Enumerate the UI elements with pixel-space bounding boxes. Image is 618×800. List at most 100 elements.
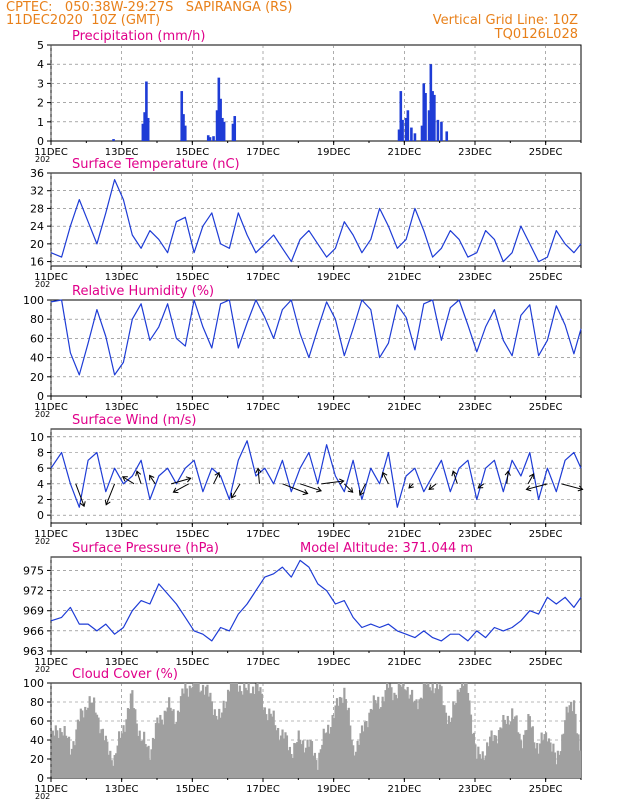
cloud-bar: [293, 742, 296, 778]
panel-title: Cloud Cover (%): [72, 667, 178, 682]
panel-title: Surface Wind (m/s): [72, 413, 196, 428]
cloud-bar: [374, 700, 377, 778]
wind-vector: [173, 483, 190, 493]
cloud-bar: [240, 691, 243, 778]
cloud-bar: [565, 706, 568, 778]
cloud-bar: [287, 750, 290, 778]
cloud-bar: [462, 685, 465, 778]
cloud-bar: [440, 686, 443, 778]
cloud-bar: [491, 741, 495, 778]
cloud-bar: [275, 730, 278, 778]
cloud-bar: [191, 686, 194, 778]
precip-bar: [404, 117, 408, 141]
cloud-bar: [322, 728, 325, 778]
x-tick-label: 17DEC: [246, 147, 280, 158]
wind-arrow-head: [381, 471, 388, 478]
precip-bar: [231, 123, 235, 141]
cloud-bar: [453, 704, 456, 778]
cloud-bar: [224, 708, 227, 778]
precip-bar: [143, 112, 146, 141]
cloud-bar: [325, 732, 328, 778]
cloud-bar: [553, 752, 556, 778]
cloud-bar: [125, 719, 128, 778]
precip-bar: [208, 137, 212, 141]
cloud-bar: [449, 721, 452, 778]
x-tick-label: 25DEC: [529, 272, 563, 283]
wind-arrow-head: [338, 478, 345, 485]
cloud-bar: [118, 731, 121, 778]
wind-vector: [136, 471, 142, 484]
cloud-bar: [179, 696, 183, 778]
cloud-bar: [555, 764, 558, 778]
y-tick-label: 4: [37, 58, 44, 71]
cloud-bar: [366, 727, 370, 778]
y-tick-label: 80: [30, 696, 44, 709]
cloud-bar: [424, 683, 427, 778]
cloud-bar: [106, 741, 109, 778]
cloud-bar: [175, 721, 178, 778]
wind-arrow-head: [525, 485, 532, 492]
cloud-bar: [135, 723, 138, 778]
cloud-bar: [483, 760, 486, 778]
cloud-bar: [151, 737, 155, 778]
wind-arrow-head: [185, 476, 192, 483]
cloud-bar: [234, 683, 237, 778]
cloud-bar: [561, 734, 564, 778]
cloud-bar: [444, 712, 448, 778]
y-tick-label: 60: [30, 715, 44, 728]
header-grid-note: Vertical Grid Line: 10Z: [432, 13, 578, 28]
cloud-bar: [543, 734, 546, 778]
cloud-bar: [413, 700, 417, 778]
cloud-bar: [100, 729, 103, 778]
cloud-bar: [182, 693, 185, 778]
cloud-bar: [85, 709, 88, 778]
wind-arrow-head: [347, 487, 354, 493]
wind-vector: [343, 483, 354, 493]
cloud-bar: [147, 745, 150, 778]
wind-arrow-head: [316, 486, 323, 493]
y-tick-label: 36: [30, 167, 44, 180]
cloud-bar: [112, 765, 115, 778]
cloud-bar: [279, 735, 283, 778]
precip-bar: [397, 129, 401, 141]
x-tick-label: 21DEC: [387, 272, 421, 283]
x-year-stub: 202: [35, 155, 50, 164]
cloud-bar: [402, 683, 405, 778]
y-tick-label: 28: [30, 202, 44, 215]
y-tick-label: 3: [37, 77, 44, 90]
y-tick-label: 1: [37, 116, 44, 129]
cloud-bar: [487, 746, 490, 778]
cloud-bar: [528, 716, 531, 778]
cloud-bar: [76, 719, 79, 778]
cloud-bar: [103, 740, 106, 778]
wind-arrow-head: [104, 499, 111, 506]
cloud-bar: [505, 723, 508, 778]
cloud-bar: [428, 687, 431, 778]
cloud-bar: [246, 690, 249, 778]
wind-vector: [382, 472, 389, 485]
cloud-bar: [539, 743, 542, 778]
cloud-bar: [503, 719, 506, 778]
cloud-bar: [101, 728, 105, 778]
x-tick-label: 13DEC: [105, 272, 139, 283]
cloud-bar: [515, 715, 518, 778]
cloud-bar: [409, 694, 412, 778]
cloud-bar: [176, 710, 180, 778]
cloud-bar: [235, 683, 238, 778]
cloud-bar: [148, 759, 152, 778]
y-tick-label: 972: [23, 585, 44, 598]
cloud-bar: [75, 729, 78, 778]
cloud-bar: [165, 711, 168, 778]
cloud-bar: [271, 716, 274, 778]
x-tick-label: 11DEC: [34, 402, 68, 413]
cloud-bar: [319, 749, 322, 778]
precip-bar: [401, 119, 404, 141]
cloud-bar: [522, 734, 526, 778]
y-tick-label: 20: [30, 371, 44, 384]
cloud-bar: [294, 743, 297, 778]
x-tick-label: 23DEC: [458, 784, 492, 795]
x-tick-label: 19DEC: [317, 784, 351, 795]
wind-arrow-head: [214, 471, 221, 478]
cloud-bar: [278, 740, 281, 778]
